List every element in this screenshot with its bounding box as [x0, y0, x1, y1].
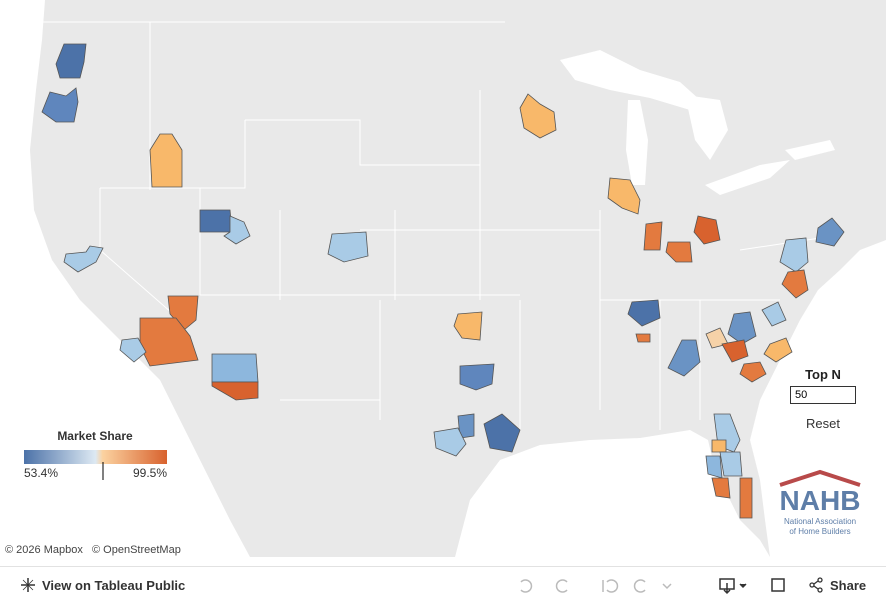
top-n-input[interactable]: 50 — [790, 386, 856, 404]
legend-title: Market Share — [57, 429, 133, 443]
metro[interactable] — [761, 301, 787, 327]
metro[interactable] — [711, 477, 731, 499]
metro[interactable] — [719, 451, 743, 477]
download-fullscreen[interactable] — [718, 575, 798, 597]
metro[interactable] — [711, 439, 727, 453]
metro[interactable] — [223, 215, 251, 245]
icon — [809, 577, 823, 593]
metro[interactable] — [693, 215, 721, 245]
lake-michigan — [626, 100, 648, 185]
metro[interactable] — [727, 311, 757, 345]
metro[interactable] — [635, 333, 651, 343]
metro[interactable] — [167, 295, 199, 331]
lake-erie — [705, 160, 790, 195]
share-button[interactable]: Share — [808, 577, 866, 593]
attribution: © 2026 Mapbox — [5, 544, 83, 556]
metro[interactable] — [199, 209, 233, 233]
gulf — [455, 430, 770, 557]
metro[interactable] — [211, 381, 259, 401]
metro[interactable] — [433, 427, 467, 457]
lake-huron — [685, 95, 728, 160]
logo-name: NAHB — [780, 485, 861, 516]
logo-line: National Association — [784, 517, 856, 526]
metro[interactable] — [63, 245, 104, 273]
attribution: © OpenStreetMap — [92, 544, 181, 556]
lake-ontario — [785, 140, 835, 160]
metro[interactable] — [763, 337, 793, 363]
metro[interactable] — [607, 177, 641, 215]
metro[interactable] — [779, 237, 809, 273]
metro[interactable] — [739, 361, 767, 383]
metro[interactable] — [721, 339, 749, 363]
view-label: View on Tableau Public — [42, 577, 186, 593]
metro[interactable] — [459, 363, 495, 391]
metro[interactable] — [627, 299, 661, 327]
history-controls — [520, 579, 672, 593]
metro[interactable] — [483, 413, 521, 453]
metro[interactable] — [453, 311, 483, 341]
metro[interactable] — [643, 221, 663, 251]
metro[interactable] — [519, 93, 557, 139]
metro[interactable] — [739, 477, 753, 519]
logo-line: of Home Builders — [789, 527, 850, 536]
icon — [21, 578, 35, 592]
metro[interactable] — [667, 339, 701, 377]
view-on-tableau[interactable]: View on Tableau Public — [20, 577, 185, 593]
metro[interactable] — [665, 241, 693, 263]
ocean — [0, 0, 250, 557]
logo-roof — [779, 469, 861, 487]
metro[interactable] — [41, 87, 79, 123]
lake-superior — [560, 50, 700, 110]
toolbar: View on Tableau Public Share — [0, 566, 886, 607]
borders — [40, 21, 841, 430]
metro[interactable] — [55, 43, 87, 79]
metro[interactable] — [211, 353, 259, 383]
reset-button[interactable]: Reset — [806, 416, 840, 431]
top-n-label: Top N — [805, 367, 841, 382]
metro[interactable] — [119, 337, 147, 363]
metro[interactable] — [327, 231, 369, 263]
metro[interactable] — [149, 133, 183, 188]
legend-max: 99.5% — [133, 466, 167, 480]
map: Market Share 53.4% 99.5% © 2026 Mapbox ©… — [0, 0, 886, 557]
metro[interactable] — [781, 269, 809, 299]
metros — [41, 43, 845, 519]
top-n-control: Top N 50 Reset — [790, 367, 856, 431]
legend-ramp — [24, 450, 167, 464]
legend-min: 53.4% — [24, 466, 58, 480]
share-label: Share — [830, 577, 867, 593]
metro[interactable] — [815, 217, 845, 247]
